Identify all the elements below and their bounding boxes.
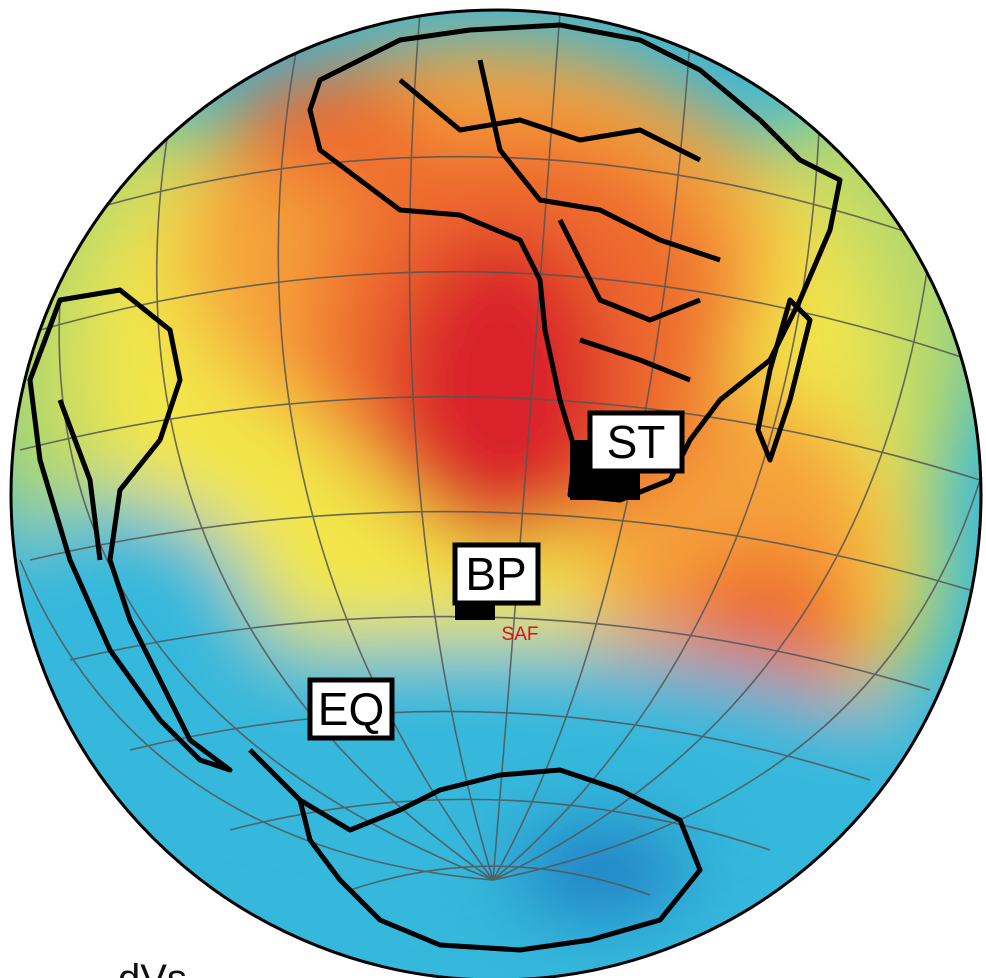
station-label-st: ST (587, 410, 685, 474)
station-label-bp: BP (452, 542, 541, 606)
globe-outline (9, 8, 983, 978)
legend-label: dVs (118, 957, 187, 978)
svg-text:BP: BP (465, 548, 526, 600)
svg-text:ST: ST (607, 416, 666, 468)
saf-label: SAF (502, 624, 539, 645)
madagascar-coastline (755, 297, 813, 463)
svg-text:EQ: EQ (318, 683, 384, 735)
south-america-coastline (27, 287, 233, 773)
station-label-eq: EQ (307, 677, 395, 741)
antarctica-coastline (297, 767, 703, 953)
